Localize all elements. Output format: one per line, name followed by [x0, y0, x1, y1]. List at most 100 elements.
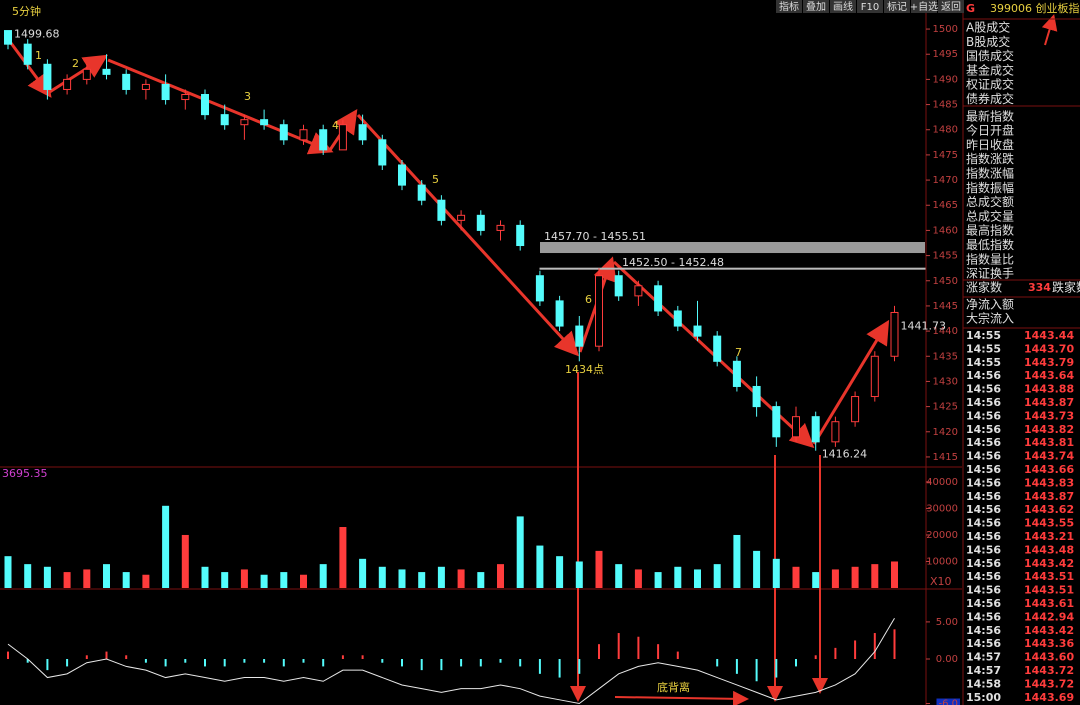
tick-price: 1443.87	[1024, 396, 1074, 409]
wave-label: 6	[585, 293, 592, 306]
toolbar-button[interactable]	[884, 0, 910, 13]
toolbar-label[interactable]: F10	[861, 2, 879, 13]
volume-bar	[260, 574, 268, 588]
price-label: 1499.68	[14, 28, 60, 41]
candle-body	[122, 73, 131, 90]
toolbar-label[interactable]: +自选	[910, 0, 938, 13]
tick-price: 1443.69	[1024, 691, 1074, 704]
tick-time: 14:56	[966, 369, 1001, 382]
y-tick-label: 1450	[933, 276, 958, 287]
tick-time: 14:56	[966, 423, 1001, 436]
volume-bar	[516, 516, 524, 588]
tick-price: 1443.72	[1024, 664, 1074, 677]
volume-bar	[418, 572, 426, 588]
tick-time: 14:56	[966, 543, 1001, 556]
wave-label: 5	[432, 173, 439, 186]
candle-body	[43, 63, 52, 90]
dif-line	[7, 617, 895, 705]
volume-bar	[891, 561, 898, 588]
y-tick-label: -6.0	[938, 699, 958, 705]
y-tick-label: 30000	[926, 503, 958, 514]
candle-body	[752, 385, 761, 408]
volume-bar	[162, 505, 170, 588]
quote-field: 指数涨跌	[966, 151, 1014, 166]
volume-bar	[536, 545, 544, 588]
toolbar-button[interactable]	[911, 0, 937, 13]
volume-bar	[221, 572, 229, 588]
candle-body	[161, 83, 170, 101]
volume-bar	[201, 566, 209, 588]
toolbar-label[interactable]: 标记	[887, 1, 907, 13]
tick-time: 14:55	[966, 356, 1001, 369]
y-tick-label: 1490	[933, 74, 958, 85]
up-count-label: 涨家数	[966, 280, 1002, 295]
arrow	[107, 58, 334, 155]
tick-time: 14:56	[966, 530, 1001, 543]
candle-body	[220, 114, 229, 126]
toolbar-button[interactable]	[857, 0, 883, 13]
wave-label: 1	[35, 49, 42, 62]
y-tick-label: 1430	[933, 376, 958, 387]
tick-time: 14:56	[966, 383, 1001, 396]
tick-price: 1443.48	[1024, 543, 1074, 556]
volume-bar	[457, 569, 465, 588]
tick-time: 14:56	[966, 597, 1001, 610]
tick-price: 1443.42	[1024, 624, 1074, 637]
candle-body	[713, 335, 722, 362]
y-tick-label: 1475	[933, 150, 958, 161]
candle-body	[870, 355, 879, 398]
candle-body	[4, 30, 12, 45]
price-label: 1441.73	[901, 319, 947, 332]
tick-price: 1443.88	[1024, 383, 1074, 396]
tick-price: 1443.70	[1024, 342, 1074, 355]
quote-field: 今日开盘	[966, 123, 1014, 138]
y-tick-label: 1460	[933, 225, 958, 236]
trend-arrows	[3, 14, 1058, 705]
toolbar-button[interactable]	[938, 0, 964, 13]
candle-body	[851, 396, 860, 423]
toolbar-button[interactable]	[803, 0, 829, 13]
tick-price: 1443.60	[1024, 651, 1074, 664]
candle-body	[82, 68, 91, 80]
volume-bar	[240, 569, 248, 588]
volume-bar	[772, 558, 780, 588]
arrow	[1041, 14, 1058, 46]
candle-body	[476, 214, 485, 231]
volume-bar	[654, 572, 662, 588]
down-count-label: 跌家数	[1052, 280, 1080, 295]
quote-field: 国债成交	[966, 48, 1014, 63]
candle-body	[890, 311, 899, 357]
y-tick-label: 1435	[933, 351, 958, 362]
tick-price: 1443.21	[1024, 530, 1074, 543]
candle-body	[693, 325, 702, 337]
toolbar-button[interactable]	[776, 0, 802, 13]
volume-bar	[300, 574, 307, 588]
tick-price: 1443.74	[1024, 450, 1074, 463]
candle-body	[535, 275, 544, 302]
volume-bar	[339, 527, 347, 588]
quote-name: 399006 创业板指	[990, 1, 1080, 15]
tick-time: 14:56	[966, 436, 1001, 449]
tick-label-box	[936, 698, 960, 705]
candle-body	[319, 129, 328, 151]
volume-bar	[477, 572, 485, 588]
volume-bar	[595, 550, 603, 588]
quote-field: 昨日收盘	[966, 137, 1014, 152]
candle-body	[516, 224, 525, 247]
tick-price: 1443.36	[1024, 637, 1074, 650]
volume-max-label: 3695.35	[2, 467, 48, 480]
candle-body	[378, 139, 387, 166]
volume-bar	[43, 566, 51, 588]
toolbar-label[interactable]: 画线	[833, 0, 853, 13]
quote-field: 指数振幅	[966, 180, 1014, 195]
tick-time: 14:57	[966, 664, 1001, 677]
tick-price: 1443.51	[1024, 584, 1074, 597]
volume-bar	[4, 556, 12, 588]
toolbar-label[interactable]: 指标	[779, 0, 799, 13]
candle-body	[358, 124, 367, 141]
toolbar-button[interactable]	[830, 0, 856, 13]
toolbar-label[interactable]: 返回	[941, 1, 961, 13]
y-tick-label: 1480	[933, 125, 958, 136]
y-tick-label: 5.00	[936, 617, 958, 628]
toolbar-label[interactable]: 叠加	[806, 1, 826, 13]
